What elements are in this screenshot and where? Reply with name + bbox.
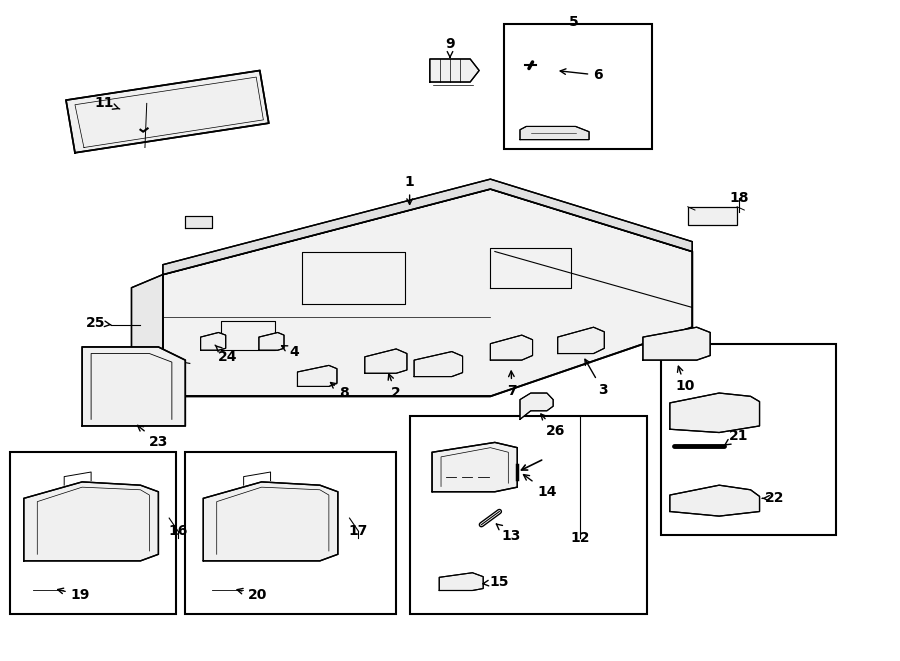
Polygon shape [298,366,337,387]
Text: 24: 24 [215,345,238,364]
Polygon shape [439,572,483,590]
Bar [410,416,647,613]
Text: 9: 9 [446,37,454,58]
Polygon shape [414,352,463,377]
Polygon shape [185,216,212,229]
Text: 21: 21 [724,429,749,446]
Text: 16: 16 [168,524,188,538]
Bar [185,452,396,613]
Text: 10: 10 [675,366,695,393]
Polygon shape [66,71,269,153]
Text: 4: 4 [282,345,299,359]
Bar [504,24,652,149]
Polygon shape [203,482,338,561]
Polygon shape [430,59,479,82]
Bar [11,452,176,613]
Polygon shape [201,332,226,350]
Text: 8: 8 [330,383,349,400]
Polygon shape [23,482,158,561]
Text: 17: 17 [349,524,368,538]
Text: 22: 22 [762,491,785,506]
Polygon shape [520,393,554,419]
Text: 20: 20 [237,588,266,602]
Text: 1: 1 [405,175,415,204]
Polygon shape [491,335,533,360]
Polygon shape [432,442,518,492]
Polygon shape [131,274,163,409]
Text: 26: 26 [541,414,565,438]
Polygon shape [520,126,590,139]
Text: 6: 6 [560,68,603,82]
Text: 5: 5 [569,15,579,30]
Polygon shape [643,327,710,360]
Text: 12: 12 [571,531,590,545]
Bar [661,344,836,535]
Polygon shape [259,332,284,350]
Polygon shape [364,349,407,373]
Polygon shape [670,485,760,516]
Text: 15: 15 [483,575,509,589]
Text: 7: 7 [507,371,517,398]
Text: 19: 19 [58,588,90,602]
Polygon shape [82,347,185,426]
Text: 14: 14 [524,475,556,499]
Polygon shape [163,189,692,397]
Text: 13: 13 [496,524,521,543]
Text: 25: 25 [86,315,111,330]
Text: 3: 3 [585,360,608,397]
Polygon shape [163,179,692,274]
Polygon shape [558,327,604,354]
Text: 23: 23 [138,426,168,449]
Bar [688,207,737,225]
Text: 18: 18 [729,190,749,204]
Text: 11: 11 [94,97,120,110]
Polygon shape [670,393,760,432]
Text: 2: 2 [388,374,401,400]
